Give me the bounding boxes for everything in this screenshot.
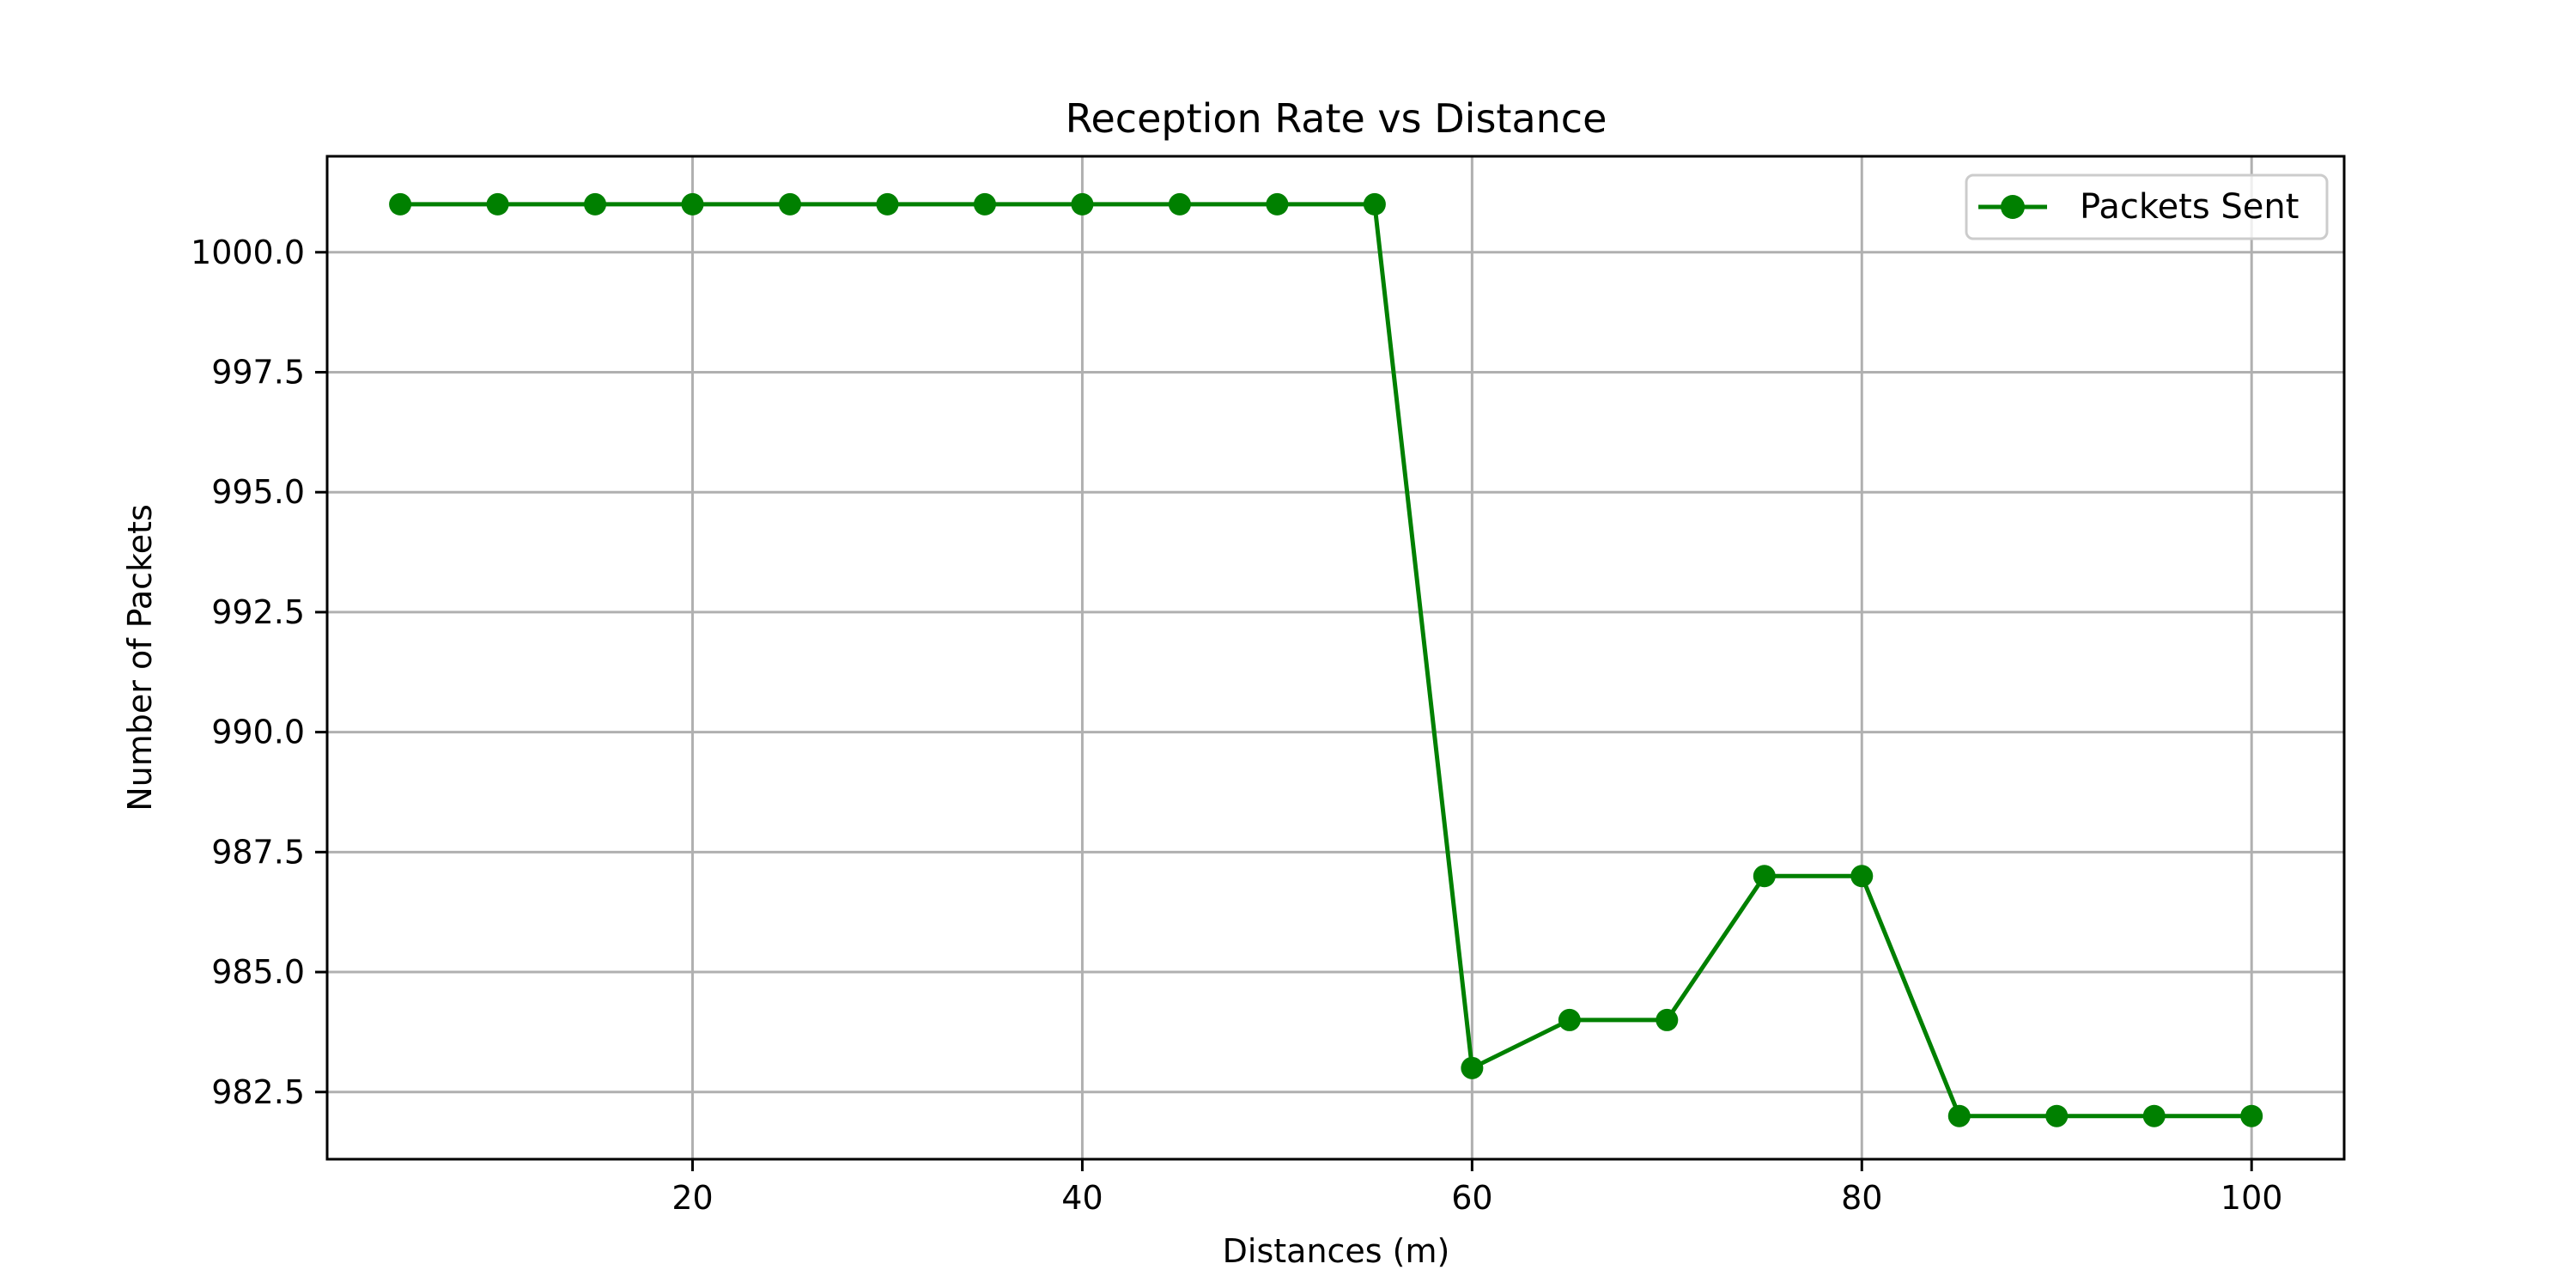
data-point bbox=[1168, 192, 1191, 216]
x-tick-label: 60 bbox=[1451, 1179, 1492, 1217]
data-point bbox=[389, 192, 412, 216]
data-point bbox=[779, 192, 802, 216]
legend-box bbox=[1965, 173, 2329, 240]
data-point bbox=[681, 192, 704, 216]
y-tick-label: 990.0 bbox=[211, 714, 305, 751]
legend: Packets Sent bbox=[1965, 173, 2329, 240]
grid-layer bbox=[327, 156, 2344, 1159]
data-point bbox=[1753, 865, 1776, 888]
x-tick-label: 100 bbox=[2221, 1179, 2283, 1217]
series-layer bbox=[389, 192, 2263, 1127]
x-tick-label: 40 bbox=[1061, 1179, 1103, 1217]
x-tick-label: 80 bbox=[1841, 1179, 1882, 1217]
data-point bbox=[1266, 192, 1289, 216]
data-point bbox=[2142, 1104, 2166, 1127]
x-axis-label: Distances (m) bbox=[1223, 1232, 1450, 1270]
data-point bbox=[876, 192, 899, 216]
legend-label: Packets Sent bbox=[2080, 187, 2299, 227]
data-point bbox=[1071, 192, 1094, 216]
ticks-layer: 20 40 60 80 100 982.5 985.0 987.5 990.0 992.5 995.… bbox=[191, 234, 2282, 1217]
y-tick-label: 992.5 bbox=[211, 593, 305, 631]
data-point bbox=[1656, 1008, 1679, 1031]
data-point bbox=[1947, 1104, 1971, 1127]
data-point bbox=[973, 192, 996, 216]
y-axis-label: Number of Packets bbox=[121, 504, 159, 811]
data-point bbox=[1363, 192, 1386, 216]
data-point bbox=[584, 192, 607, 216]
data-point bbox=[2045, 1104, 2069, 1127]
x-tick-label: 20 bbox=[671, 1179, 713, 1217]
chart-title: Reception Rate vs Distance bbox=[1066, 95, 1607, 142]
y-tick-label: 982.5 bbox=[211, 1073, 305, 1111]
y-tick-label: 987.5 bbox=[211, 833, 305, 871]
plot-frame bbox=[325, 155, 2346, 1161]
data-point bbox=[1558, 1008, 1581, 1031]
y-tick-label: 1000.0 bbox=[191, 234, 305, 271]
series-line bbox=[400, 202, 2252, 1119]
y-tick-label: 997.5 bbox=[211, 353, 305, 391]
data-point bbox=[1461, 1056, 1484, 1079]
y-tick-label: 995.0 bbox=[211, 473, 305, 511]
y-tick-label: 985.0 bbox=[211, 953, 305, 991]
data-point bbox=[486, 192, 509, 216]
legend-marker bbox=[2001, 195, 2025, 219]
data-point bbox=[2240, 1104, 2263, 1127]
data-point bbox=[1850, 865, 1874, 888]
